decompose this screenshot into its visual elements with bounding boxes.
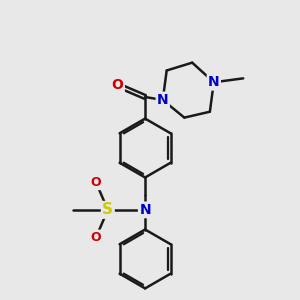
Text: O: O: [91, 231, 101, 244]
Text: O: O: [91, 176, 101, 189]
Text: N: N: [157, 93, 169, 107]
Text: N: N: [208, 75, 220, 89]
Text: O: O: [112, 78, 124, 92]
Text: S: S: [102, 202, 113, 217]
Text: N: N: [139, 203, 151, 217]
